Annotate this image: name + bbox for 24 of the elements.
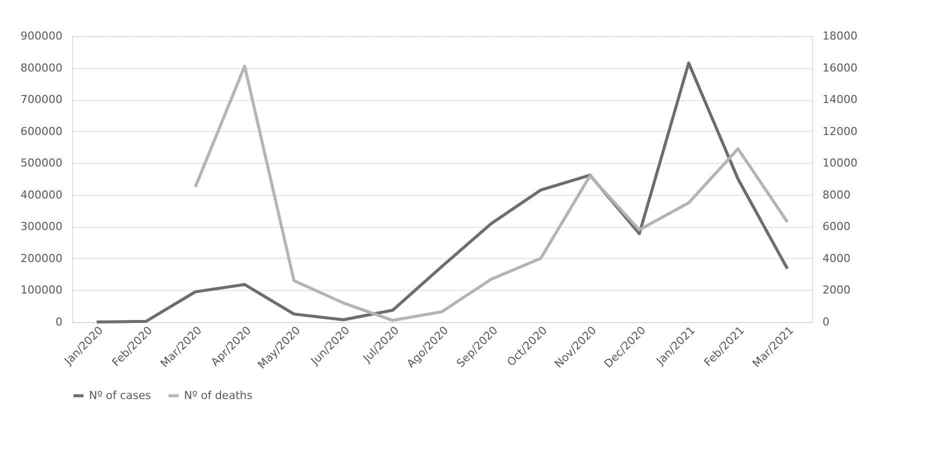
y2-tick-label: 12000	[822, 124, 858, 138]
y-tick-label: 0	[56, 316, 62, 328]
y-tick-label: 500000	[20, 156, 62, 170]
y-tick-label: 400000	[20, 188, 62, 202]
legend-label: Nº of cases	[89, 388, 152, 402]
y2-tick-label: 8000	[822, 188, 850, 202]
y2-tick-label: 2000	[822, 284, 850, 297]
y2-tick-label: 10000	[822, 156, 858, 170]
y2-tick-label: 14000	[822, 93, 858, 106]
y2-tick-label: 6000	[822, 220, 850, 234]
y2-tick-label: 18000	[822, 30, 858, 42]
y-tick-label: 600000	[20, 124, 62, 138]
y-tick-label: 300000	[20, 220, 62, 234]
y-tick-label: 900000	[20, 30, 62, 42]
legend-label: Nº of deaths	[184, 388, 253, 402]
line-series	[95, 62, 789, 324]
y-tick-label: 200000	[20, 252, 62, 265]
y-tick-label: 700000	[20, 93, 62, 106]
y2-tick-label: 16000	[822, 61, 858, 74]
y2-tick-label: 4000	[822, 252, 850, 265]
y-tick-label: 100000	[20, 284, 62, 297]
line-series	[194, 64, 789, 322]
y2-tick-label: 0	[822, 316, 830, 328]
y-tick-label: 800000	[20, 61, 62, 74]
